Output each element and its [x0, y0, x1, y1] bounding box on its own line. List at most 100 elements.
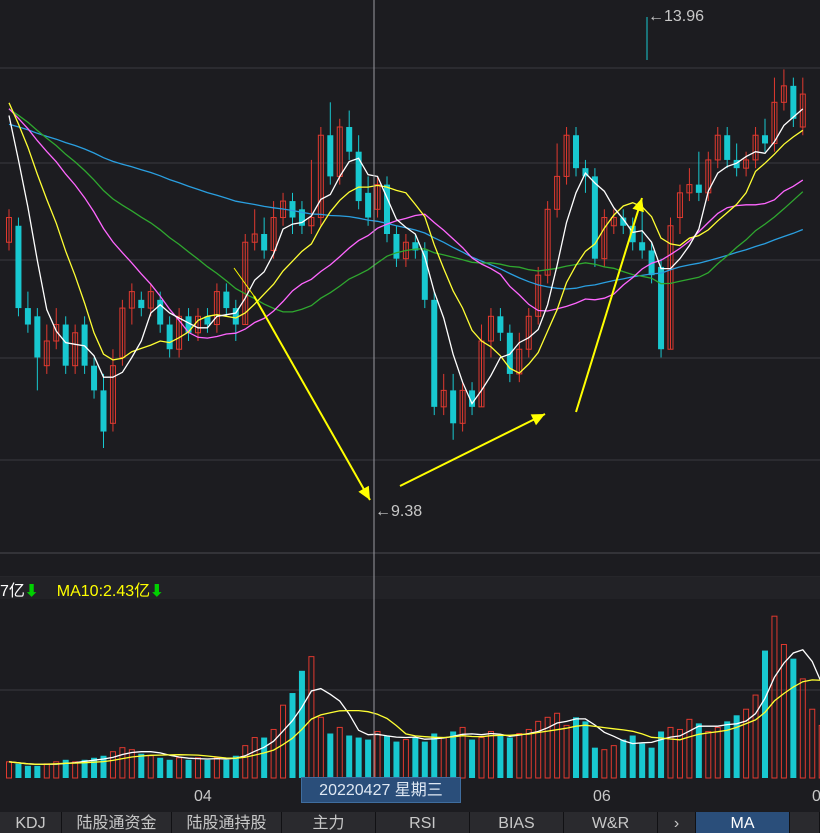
- candle-down: [790, 85, 797, 119]
- volume-bar-down: [421, 741, 428, 778]
- candle-down: [469, 390, 476, 407]
- candle-up: [147, 291, 154, 309]
- candle-down: [185, 316, 192, 333]
- volume-bar-up: [478, 737, 485, 779]
- candle-down: [62, 324, 69, 366]
- candle-up: [109, 365, 116, 424]
- volume-bar-down: [450, 731, 457, 778]
- candle-down: [450, 390, 457, 424]
- candle-down: [658, 266, 665, 350]
- volume-bar-down: [24, 765, 31, 778]
- candle-up: [487, 315, 494, 342]
- candle-down: [421, 250, 428, 300]
- volume-bar-down: [393, 741, 400, 778]
- tab-hk-fund[interactable]: 陆股通资金: [62, 812, 172, 833]
- candle-down: [15, 225, 22, 309]
- candle-up: [535, 274, 542, 317]
- volume-bar-down: [384, 735, 390, 778]
- candle-down: [620, 217, 627, 226]
- candle-down: [431, 299, 438, 407]
- volume-bar-up: [270, 728, 277, 779]
- indicator-band: [0, 577, 820, 599]
- volume-bar-up: [109, 751, 116, 779]
- volume-bar-up: [516, 733, 523, 779]
- volume-bar-down: [639, 743, 646, 778]
- candle-up: [119, 307, 126, 358]
- x-axis-label: 04: [194, 788, 212, 805]
- volume-bar-up: [610, 745, 617, 779]
- volume-bar-up: [667, 726, 674, 779]
- candle-down: [232, 308, 239, 325]
- tab-kdj[interactable]: KDJ: [0, 812, 62, 833]
- candle-up: [251, 233, 258, 243]
- volume-bar-up: [317, 716, 324, 779]
- volume-bar-up: [119, 747, 126, 779]
- high-price-label: ←13.96: [648, 8, 705, 25]
- chevron-right-icon[interactable]: ›: [658, 812, 696, 833]
- candle-up: [771, 101, 778, 144]
- tab-rsi[interactable]: RSI: [376, 812, 470, 833]
- indicator-tab-bar: KDJ 陆股通资金 陆股通持股 主力 RSI BIAS W&R › MA: [0, 812, 820, 833]
- volume-bar-down: [223, 759, 230, 778]
- trend-line: [233, 267, 255, 297]
- volume-bar-down: [34, 765, 41, 778]
- volume-bar-up: [6, 761, 12, 779]
- volume-bar-up: [752, 694, 759, 779]
- tab-main-force[interactable]: 主力: [282, 812, 376, 833]
- volume-bar-down: [355, 737, 362, 778]
- candle-down: [629, 225, 636, 243]
- tab-wr[interactable]: W&R: [564, 812, 658, 833]
- candle-up: [270, 217, 277, 251]
- volume-ma5-line: [8, 649, 820, 765]
- x-axis-label: 0: [812, 788, 820, 805]
- candle-down: [138, 299, 145, 309]
- volume-bar-down: [81, 759, 88, 778]
- candle-down: [733, 159, 740, 169]
- candle-up: [743, 159, 750, 169]
- volume-bar-up: [128, 749, 135, 779]
- volume-bar-down: [733, 715, 740, 778]
- down-arrow-icon: ⬇: [24, 583, 39, 600]
- candle-up: [714, 134, 721, 161]
- candle-up: [516, 348, 523, 375]
- candle-down: [100, 390, 107, 432]
- low-price-label: ←9.38: [375, 503, 423, 520]
- volume-bar-up: [440, 737, 447, 779]
- candle-down: [289, 201, 296, 218]
- volume-bar-up: [686, 718, 693, 779]
- volume-bar-up: [705, 730, 712, 779]
- volume-bar-up: [459, 726, 466, 779]
- volume-bar-down: [431, 733, 438, 778]
- volume-bar-up: [195, 757, 201, 779]
- volume-bar-up: [714, 726, 721, 779]
- volume-bar-up: [251, 737, 258, 779]
- candle-up: [53, 324, 60, 342]
- candle-up: [72, 332, 79, 367]
- x-axis-label: 06: [593, 788, 611, 805]
- candle-down: [393, 234, 400, 259]
- tab-hk-holding[interactable]: 陆股通持股: [172, 812, 282, 833]
- candle-down: [384, 184, 390, 234]
- ma5-line: [8, 108, 804, 405]
- candle-up: [601, 217, 608, 260]
- volume-bar-down: [591, 747, 598, 778]
- down-trend-arrow-head: [358, 485, 370, 500]
- candle-down: [365, 192, 372, 218]
- ma10-line: [8, 102, 804, 374]
- volume-bar-down: [365, 739, 372, 778]
- volume-bar-down: [658, 731, 665, 778]
- candle-down: [762, 135, 768, 144]
- volume-bar-up: [72, 761, 79, 779]
- volume-bar-down: [346, 735, 353, 778]
- candle-up: [317, 134, 324, 219]
- candle-down: [34, 316, 41, 358]
- volume-bar-up: [535, 720, 542, 779]
- volume-bar-up: [780, 644, 787, 779]
- tab-more[interactable]: [790, 812, 820, 833]
- tab-ma[interactable]: MA: [696, 812, 790, 833]
- down-arrow-icon: ⬇: [150, 583, 164, 600]
- candle-up: [525, 315, 532, 350]
- candle-down: [166, 324, 173, 350]
- tab-bias[interactable]: BIAS: [470, 812, 564, 833]
